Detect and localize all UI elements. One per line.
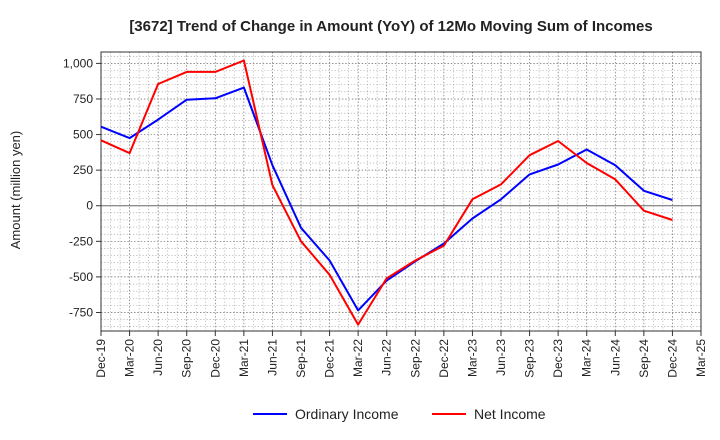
x-tick-label: Jun-23 [494,339,508,376]
y-tick-label: 250 [73,163,93,177]
x-tick-label: Jun-22 [380,339,394,376]
x-tick-label: Sep-22 [408,339,422,378]
plot-frame [100,51,702,332]
y-tick-label: 500 [73,128,93,142]
x-tick-label: Sep-20 [180,339,194,378]
x-tick-label: Mar-22 [351,339,365,377]
x-tick-label: Sep-21 [294,339,308,378]
x-tick-label: Mar-25 [694,339,708,377]
y-axis-label: Amount (million yen) [8,131,23,250]
x-tick-label: Sep-24 [637,339,651,378]
x-tick-label: Jun-24 [608,339,622,376]
y-tick-label: 750 [73,92,93,106]
y-tick-label: 1,000 [63,56,93,70]
x-tick-label: Dec-24 [665,339,679,378]
y-tick-label: -750 [69,305,93,319]
legend-label: Net Income [474,406,546,422]
series-line-net-income [100,59,673,326]
legend-label: Ordinary Income [295,406,399,422]
x-tick-label: Sep-23 [523,339,537,378]
x-tick-label: Jun-20 [151,339,165,376]
y-tick-label: -500 [69,270,93,284]
y-tick-label: -250 [69,234,93,248]
x-tick-label: Dec-21 [323,339,337,378]
x-tick-label: Mar-24 [580,339,594,377]
x-tick-label: Dec-23 [551,339,565,378]
x-tick-label: Dec-20 [208,339,222,378]
x-tick-label: Mar-21 [237,339,251,377]
x-tick-label: Dec-22 [437,339,451,378]
x-tick-label: Mar-20 [123,339,137,377]
x-tick-label: Mar-23 [465,339,479,377]
chart-title: [3672] Trend of Change in Amount (YoY) o… [129,18,652,35]
y-tick-label: 0 [86,199,93,213]
x-tick-label: Dec-19 [94,339,108,378]
legend: Ordinary Income Net Income [253,406,546,422]
x-tick-label: Jun-21 [265,339,279,376]
plot-area: -750 -500 -250 0 250 500 750 1,000 Dec-19 Mar-20 J… [63,51,708,378]
